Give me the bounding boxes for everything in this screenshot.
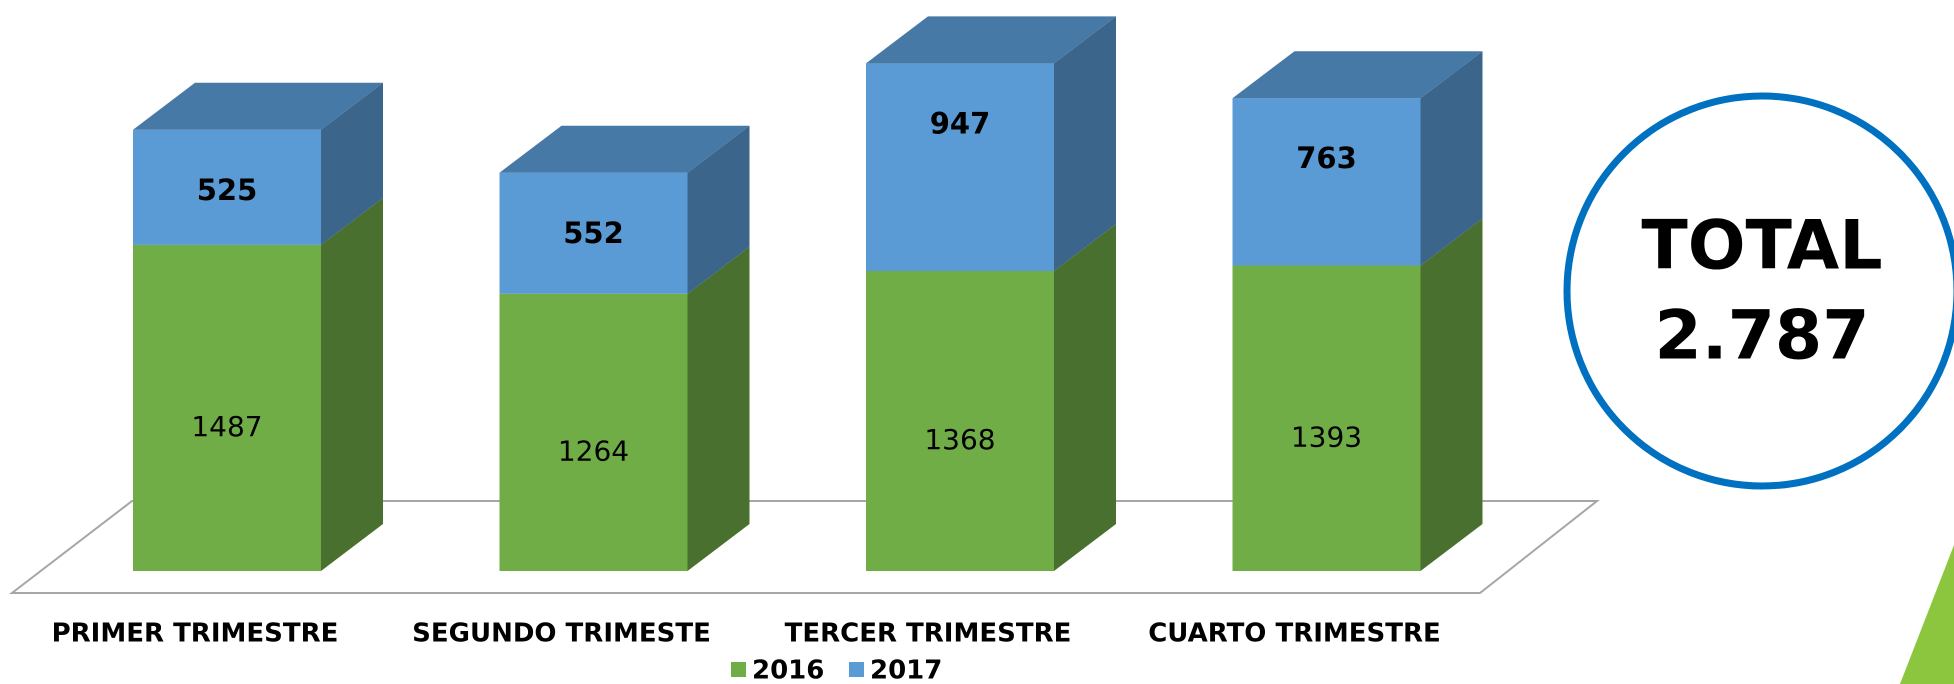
- bar-side: [687, 246, 750, 571]
- data-label: 763: [1296, 141, 1357, 175]
- x-tick-label: TERCER TRIMESTRE: [785, 619, 1072, 649]
- data-label: 947: [930, 106, 991, 140]
- legend-swatch: [731, 662, 746, 677]
- data-label: 1393: [1291, 420, 1362, 453]
- data-label: 525: [197, 173, 258, 207]
- bar-top: [499, 125, 750, 173]
- bar: [866, 63, 1054, 271]
- total-value: 2.787: [1654, 297, 1869, 376]
- legend-label: 2017: [870, 656, 942, 684]
- data-label: 1487: [191, 410, 262, 443]
- bar: [1232, 98, 1421, 266]
- bar-side: [1420, 51, 1483, 266]
- bar-side: [687, 125, 750, 294]
- total-circle: [1563, 92, 1954, 490]
- bar-side: [321, 82, 383, 245]
- total-title: TOTAL: [1641, 207, 1882, 286]
- corner-decoration: [1900, 545, 1954, 684]
- x-tick-label: CUARTO TRIMESTRE: [1148, 619, 1441, 649]
- bar: [133, 129, 321, 245]
- bar-side: [1054, 16, 1116, 271]
- floor: [9, 500, 1600, 594]
- x-tick-label: SEGUNDO TRIMESTE: [412, 619, 711, 649]
- bar-side: [1420, 218, 1483, 571]
- bar-side: [1054, 223, 1116, 571]
- legend-swatch: [849, 662, 864, 677]
- legend-label: 2016: [752, 656, 824, 684]
- bar: [133, 244, 321, 572]
- bar: [499, 172, 688, 294]
- data-label: 1368: [924, 423, 995, 456]
- data-label: 552: [563, 216, 624, 250]
- bar: [1232, 265, 1421, 571]
- data-label: 1264: [558, 434, 629, 467]
- bar: [499, 293, 688, 571]
- bar-top: [866, 16, 1116, 64]
- bar: [866, 270, 1054, 571]
- x-tick-label: PRIMER TRIMESTRE: [52, 619, 339, 649]
- bar-side: [321, 197, 383, 572]
- bar-top: [1232, 51, 1483, 99]
- bar-top: [133, 82, 383, 130]
